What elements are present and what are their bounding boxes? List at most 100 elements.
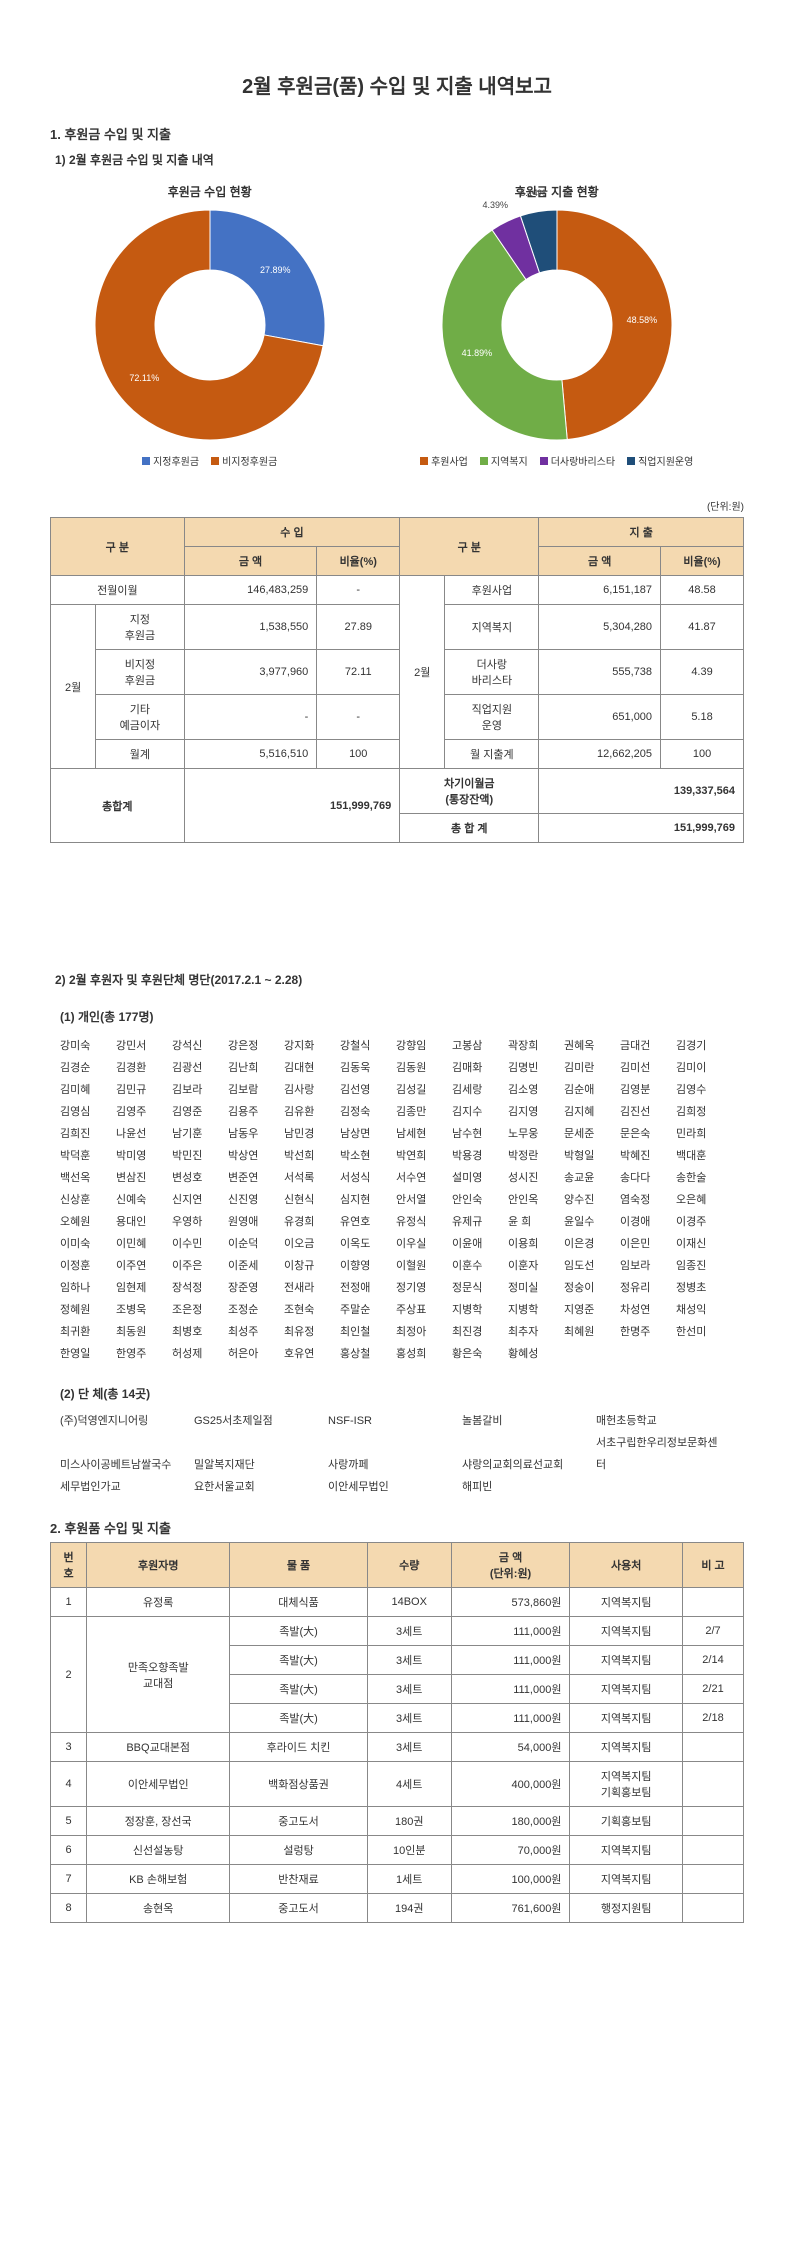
donor-name: 김미란	[564, 1057, 612, 1079]
table-cell: 지정 후원금	[96, 605, 185, 650]
table-cell: 6,151,187	[539, 576, 661, 605]
section3-heading: 2. 후원품 수입 및 지출	[50, 1518, 744, 1537]
donor-name: 이훈자	[508, 1255, 556, 1277]
table-cell: 만족오향족발 교대점	[87, 1617, 230, 1733]
table-cell: 설렁탕	[230, 1836, 367, 1865]
donor-name: 임도선	[564, 1255, 612, 1277]
table-cell: 1세트	[367, 1865, 451, 1894]
donor-name: 남동우	[228, 1123, 276, 1145]
donor-name: 남세현	[396, 1123, 444, 1145]
donor-name: 김매화	[452, 1057, 500, 1079]
donor-name: 신진영	[228, 1189, 276, 1211]
table-cell: 더사랑 바리스타	[445, 650, 539, 695]
donor-name: 강철식	[340, 1035, 388, 1057]
donor-name: 김영수	[676, 1079, 724, 1101]
legend-text: 직업지원운영	[638, 457, 693, 468]
donor-name: 남민경	[284, 1123, 332, 1145]
donor-name: 김유환	[284, 1101, 332, 1123]
table-cell: 111,000원	[451, 1675, 570, 1704]
donor-name: 염숙정	[620, 1189, 668, 1211]
donor-name: 변성호	[172, 1167, 220, 1189]
table-cell: 송현옥	[87, 1894, 230, 1923]
table-cell	[682, 1733, 743, 1762]
legend-text: 지정후원금	[153, 457, 199, 468]
donor-name: 남상면	[340, 1123, 388, 1145]
donor-name: 김종만	[396, 1101, 444, 1123]
table-cell: 대체식품	[230, 1588, 367, 1617]
table-cell: 족발(大)	[230, 1617, 367, 1646]
donor-name: 지영준	[564, 1299, 612, 1321]
donor-name: 이향영	[340, 1255, 388, 1277]
table-cell: 월 지출계	[445, 740, 539, 769]
table-cell: 3세트	[367, 1675, 451, 1704]
table-cell: 12,662,205	[539, 740, 661, 769]
group2-heading: (2) 단 체(총 14곳)	[60, 1385, 744, 1402]
donor-name: 김경순	[60, 1057, 108, 1079]
donor-name: 유정식	[396, 1211, 444, 1233]
table-cell: 월계	[96, 740, 185, 769]
table-cell: 100	[661, 740, 744, 769]
donor-name: 안인옥	[508, 1189, 556, 1211]
donor-name: 박덕훈	[60, 1145, 108, 1167]
donor-name: 이훈수	[452, 1255, 500, 1277]
table-cell: 5.18	[661, 695, 744, 740]
th-expense: 지 출	[539, 518, 744, 547]
table-cell: KB 손해보험	[87, 1865, 230, 1894]
table-cell: 70,000원	[451, 1836, 570, 1865]
donor-name: 곽장희	[508, 1035, 556, 1057]
donor-name: 유경희	[284, 1211, 332, 1233]
donor-name: 서석록	[284, 1167, 332, 1189]
th-donor: 후원자명	[87, 1543, 230, 1588]
donor-name: 이재신	[676, 1233, 724, 1255]
table-cell: 4	[51, 1762, 87, 1807]
table-cell: 3세트	[367, 1704, 451, 1733]
donor-org: 서초구립한우리정보문화센터	[596, 1432, 726, 1476]
donor-org: 이안세무법인	[328, 1476, 458, 1498]
table-cell: 이안세무법인	[87, 1762, 230, 1807]
table-cell: 6	[51, 1836, 87, 1865]
table-cell: 48.58	[661, 576, 744, 605]
charts-row: 후원금 수입 현황 27.89%72.11% 지정후원금비지정후원금 후원금 지…	[50, 183, 744, 488]
donor-name: 원영애	[228, 1211, 276, 1233]
table-cell: 중고도서	[230, 1807, 367, 1836]
donor-name: 김성길	[396, 1079, 444, 1101]
donor-name: 최혜원	[564, 1321, 612, 1343]
donor-name: 조정순	[228, 1299, 276, 1321]
donor-name: 임현제	[116, 1277, 164, 1299]
donor-name: 김영심	[60, 1101, 108, 1123]
donor-name: 지병학	[508, 1299, 556, 1321]
donor-name: 임종진	[676, 1255, 724, 1277]
table-cell: 3,977,960	[184, 650, 317, 695]
th-group-left: 구 분	[51, 518, 185, 576]
donor-name: 정숭이	[564, 1277, 612, 1299]
donor-name: 이은민	[620, 1233, 668, 1255]
donor-name: 주말순	[340, 1299, 388, 1321]
table-cell: 신선설농탕	[87, 1836, 230, 1865]
donor-name: 권혜옥	[564, 1035, 612, 1057]
chart1-donut: 27.89%72.11%	[95, 210, 325, 443]
donor-name: 김진선	[620, 1101, 668, 1123]
donor-name: 최정아	[396, 1321, 444, 1343]
donor-name: 한선미	[676, 1321, 724, 1343]
table-cell: 111,000원	[451, 1617, 570, 1646]
table-cell: 중고도서	[230, 1894, 367, 1923]
donor-name: 강미숙	[60, 1035, 108, 1057]
donor-name: 노무웅	[508, 1123, 556, 1145]
donor-name: 이경애	[620, 1211, 668, 1233]
donor-org: 매헌초등학교	[596, 1410, 726, 1432]
table-row: 1유정록대체식품14BOX573,860원지역복지팀	[51, 1588, 744, 1617]
table-cell: 3세트	[367, 1646, 451, 1675]
slice-label: 41.89%	[462, 348, 493, 358]
donor-name: 안인숙	[452, 1189, 500, 1211]
donor-org: 미스사이공베트남쌀국수	[60, 1454, 190, 1476]
donor-name: 이혈원	[396, 1255, 444, 1277]
table-cell: 2/18	[682, 1704, 743, 1733]
table-cell: 지역복지	[445, 605, 539, 650]
donor-name: 양수진	[564, 1189, 612, 1211]
donor-name: 박민진	[172, 1145, 220, 1167]
donor-name: 최유정	[284, 1321, 332, 1343]
table-cell: 151,999,769	[184, 769, 400, 843]
donor-name: 황은숙	[452, 1343, 500, 1365]
donor-name: 김용주	[228, 1101, 276, 1123]
donor-name: 김지영	[508, 1101, 556, 1123]
